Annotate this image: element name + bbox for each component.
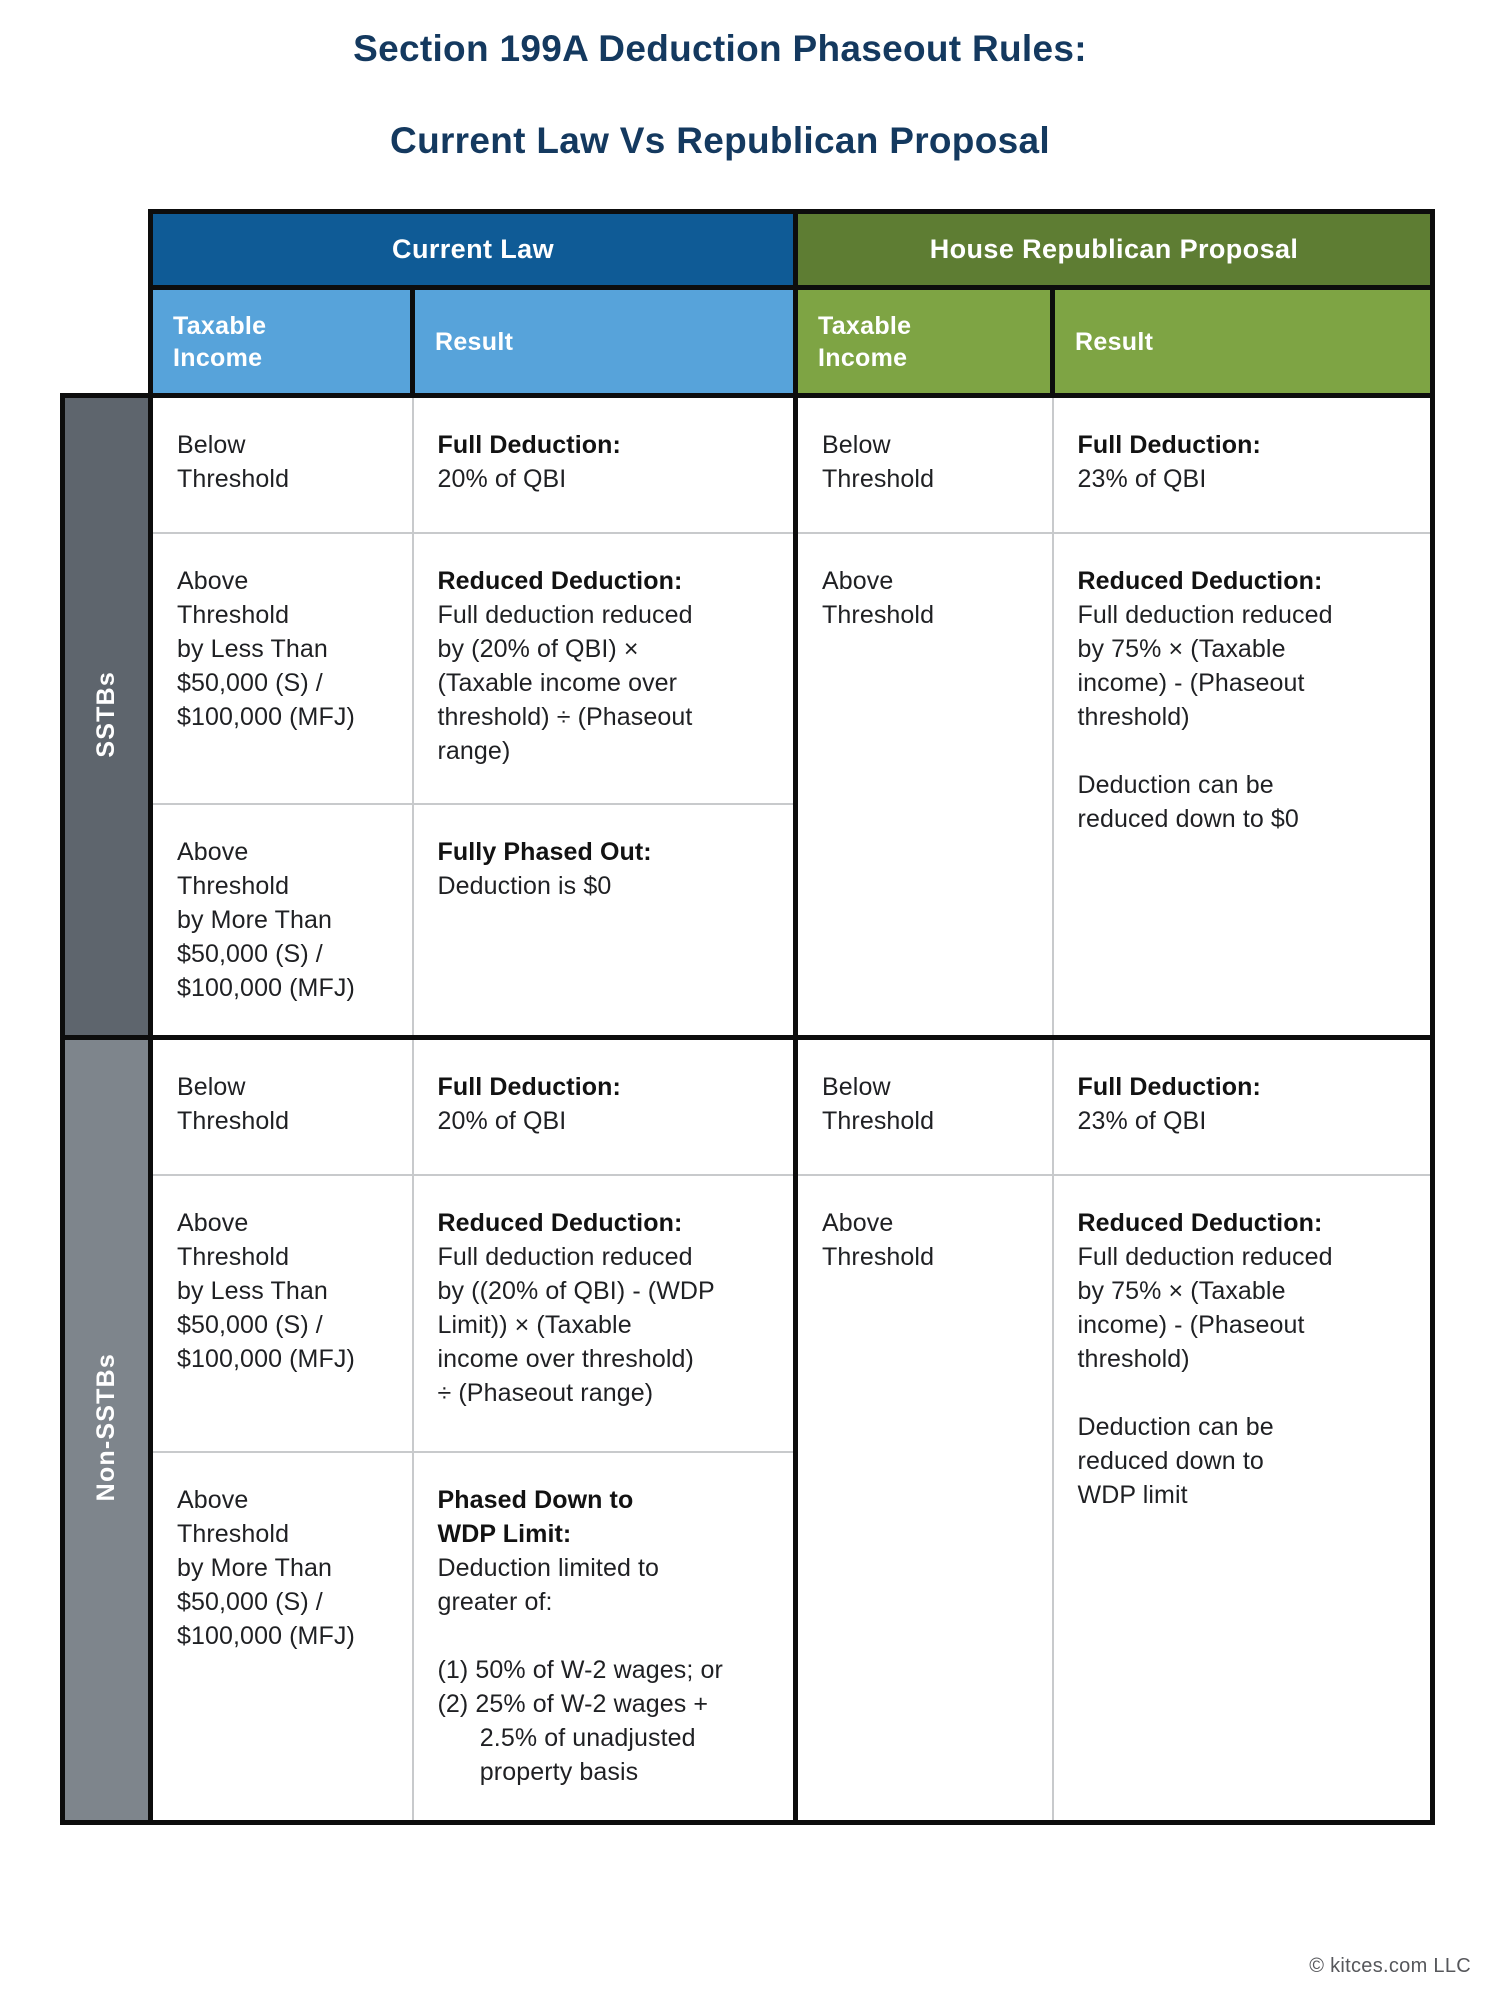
income-text: Below Threshold — [822, 1073, 935, 1135]
result-body: Full deduction reduced by 75% × (Taxable… — [1077, 600, 1333, 833]
result-title: Reduced Deduction: — [1077, 566, 1323, 595]
result-title: Reduced Deduction: — [437, 566, 683, 595]
non-sstb-row-above-less: Above Threshold by Less Than $50,000 (S)… — [63, 1173, 1436, 1825]
result-body: Deduction is $0 — [437, 871, 612, 900]
result-cell: Full Deduction: 23% of QBI — [1051, 394, 1436, 534]
result-cell: Reduced Deduction: Full deduction reduce… — [411, 531, 799, 805]
result-cell: Fully Phased Out: Deduction is $0 — [411, 802, 799, 1040]
income-cell: Below Threshold — [794, 1035, 1054, 1176]
comparison-table-wrapper: Current Law House Republican Proposal Ta… — [60, 209, 1436, 1825]
result-cell: Reduced Deduction: Full deduction reduce… — [1051, 1173, 1436, 1825]
sstb-band-label: SSTBs — [60, 393, 153, 1040]
result-cell: Reduced Deduction: Full deduction reduce… — [1051, 531, 1436, 1040]
sstb-row-above-more: Above Threshold by More Than $50,000 (S)… — [63, 802, 1433, 1040]
income-cell: Above Threshold by More Than $50,000 (S)… — [149, 1450, 414, 1825]
income-text: Above Threshold by Less Than $50,000 (S)… — [177, 566, 355, 731]
spacer-cell — [63, 288, 151, 396]
income-cell: Above Threshold by Less Than $50,000 (S)… — [149, 1173, 414, 1453]
result-title: Full Deduction: — [1077, 1073, 1261, 1101]
result-title: Fully Phased Out: — [437, 837, 652, 866]
non-sstb-row-above-more: Above Threshold by More Than $50,000 (S)… — [63, 1450, 1433, 1825]
result-body: 23% of QBI — [1077, 1107, 1207, 1135]
income-cell: Above Threshold — [794, 1173, 1054, 1825]
income-text: Above Threshold by More Than $50,000 (S)… — [177, 1485, 355, 1650]
result-cell: Full Deduction: 20% of QBI — [411, 1035, 799, 1176]
income-text: Below Threshold — [822, 431, 935, 493]
result-title: Full Deduction: — [437, 1073, 621, 1101]
copyright-credit: © kitces.com LLC — [1309, 1955, 1471, 1977]
proposal-income-subheader: Taxable Income — [793, 285, 1054, 398]
result-body: Full deduction reduced by (20% of QBI) ×… — [437, 600, 693, 765]
current-law-income-subheader: Taxable Income — [148, 285, 414, 398]
income-cell: Above Threshold — [794, 531, 1054, 1040]
result-body: Full deduction reduced by 75% × (Taxable… — [1077, 1242, 1333, 1509]
result-body: 23% of QBI — [1077, 465, 1207, 493]
result-title: Reduced Deduction: — [1077, 1208, 1323, 1237]
income-text: Below Threshold — [177, 431, 290, 493]
result-cell: Phased Down to WDP Limit: Deduction limi… — [411, 1450, 799, 1825]
group-header-row: Current Law House Republican Proposal — [63, 209, 1436, 290]
result-cell: Reduced Deduction: Full deduction reduce… — [411, 1173, 799, 1453]
spacer-cell — [63, 212, 151, 288]
income-cell: Below Threshold — [149, 1035, 414, 1176]
proposal-header: House Republican Proposal — [793, 209, 1436, 290]
page-title-line2: Current Law Vs Republican Proposal — [390, 120, 1050, 161]
subheader-row: Taxable Income Result Taxable Income Res… — [63, 285, 1436, 398]
sstb-row-below-threshold: SSTBs Below Threshold Full Deduction: 20… — [60, 393, 1436, 1040]
income-cell: Below Threshold — [794, 394, 1054, 534]
non-sstb-row-below-threshold: Non-SSTBs Below Threshold Full Deduction… — [60, 1035, 1436, 1825]
sstb-row-above-less: Above Threshold by Less Than $50,000 (S)… — [63, 531, 1436, 1040]
result-body: Deduction limited to greater of: (1) 50%… — [437, 1553, 723, 1786]
income-cell: Below Threshold — [149, 394, 414, 534]
page-title-line1: Section 199A Deduction Phaseout Rules: — [353, 28, 1087, 69]
result-body: 20% of QBI — [437, 1107, 567, 1135]
result-title: Phased Down to WDP Limit: — [437, 1485, 634, 1548]
result-title: Full Deduction: — [1077, 431, 1261, 459]
result-body: 20% of QBI — [437, 465, 567, 493]
income-cell: Above Threshold by More Than $50,000 (S)… — [149, 802, 414, 1040]
income-text: Above Threshold by Less Than $50,000 (S)… — [177, 1208, 355, 1373]
phaseout-rules-table: Current Law House Republican Proposal Ta… — [60, 209, 1436, 1825]
page-title: Section 199A Deduction Phaseout Rules: C… — [0, 26, 1440, 164]
current-law-header: Current Law — [147, 209, 799, 290]
result-title: Full Deduction: — [437, 431, 621, 459]
current-law-result-subheader: Result — [409, 285, 799, 398]
proposal-result-subheader: Result — [1050, 285, 1436, 398]
income-text: Above Threshold — [822, 1208, 935, 1271]
income-text: Above Threshold by More Than $50,000 (S)… — [177, 837, 355, 1002]
income-cell: Above Threshold by Less Than $50,000 (S)… — [149, 531, 414, 805]
result-title: Reduced Deduction: — [437, 1208, 683, 1237]
result-cell: Full Deduction: 20% of QBI — [411, 394, 799, 534]
result-cell: Full Deduction: 23% of QBI — [1051, 1035, 1436, 1176]
result-body: Full deduction reduced by ((20% of QBI) … — [437, 1242, 715, 1407]
sstb-band-text: SSTBs — [92, 670, 120, 758]
non-sstb-band-label: Non-SSTBs — [60, 1035, 153, 1825]
income-text: Above Threshold — [822, 566, 935, 629]
non-sstb-band-text: Non-SSTBs — [92, 1353, 120, 1502]
income-text: Below Threshold — [177, 1073, 290, 1135]
